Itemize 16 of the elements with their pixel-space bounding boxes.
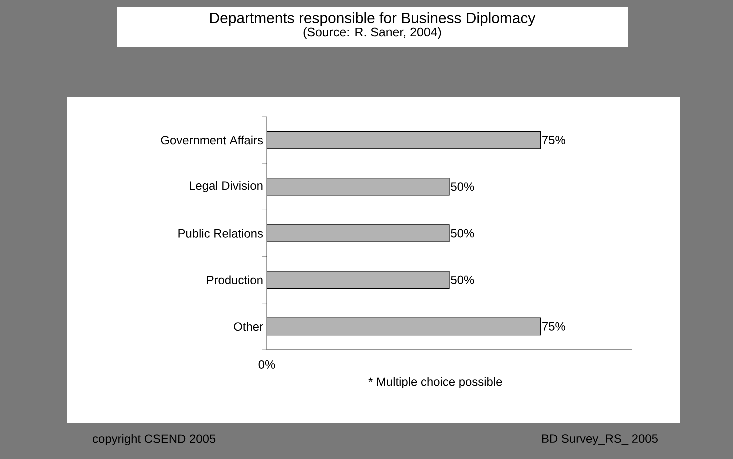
y-tick-label: Public Relations [178,229,264,238]
text: * Multiple choice possible [368,377,502,389]
text: 0% [258,360,276,369]
text: BD Survey_RS_ 2005 [542,434,658,446]
chart-subtitle: (Source: R. Saner, 2004) [304,28,442,40]
y-tick-label: Other [234,322,264,332]
chart-title: Departments responsible for Business Diplomacy [210,12,536,26]
y-tick-label: Government Affairs [161,136,264,145]
y-tick-label: Legal Division [190,181,263,192]
data-label: 50% [451,229,474,238]
data-label: 50% [451,276,474,284]
data-label: 75% [542,136,566,144]
data-label: 50% [451,182,474,192]
text: copyright CSEND 2005 [93,434,216,446]
data-label: 75% [542,322,566,331]
y-tick-label: Production [207,276,263,284]
